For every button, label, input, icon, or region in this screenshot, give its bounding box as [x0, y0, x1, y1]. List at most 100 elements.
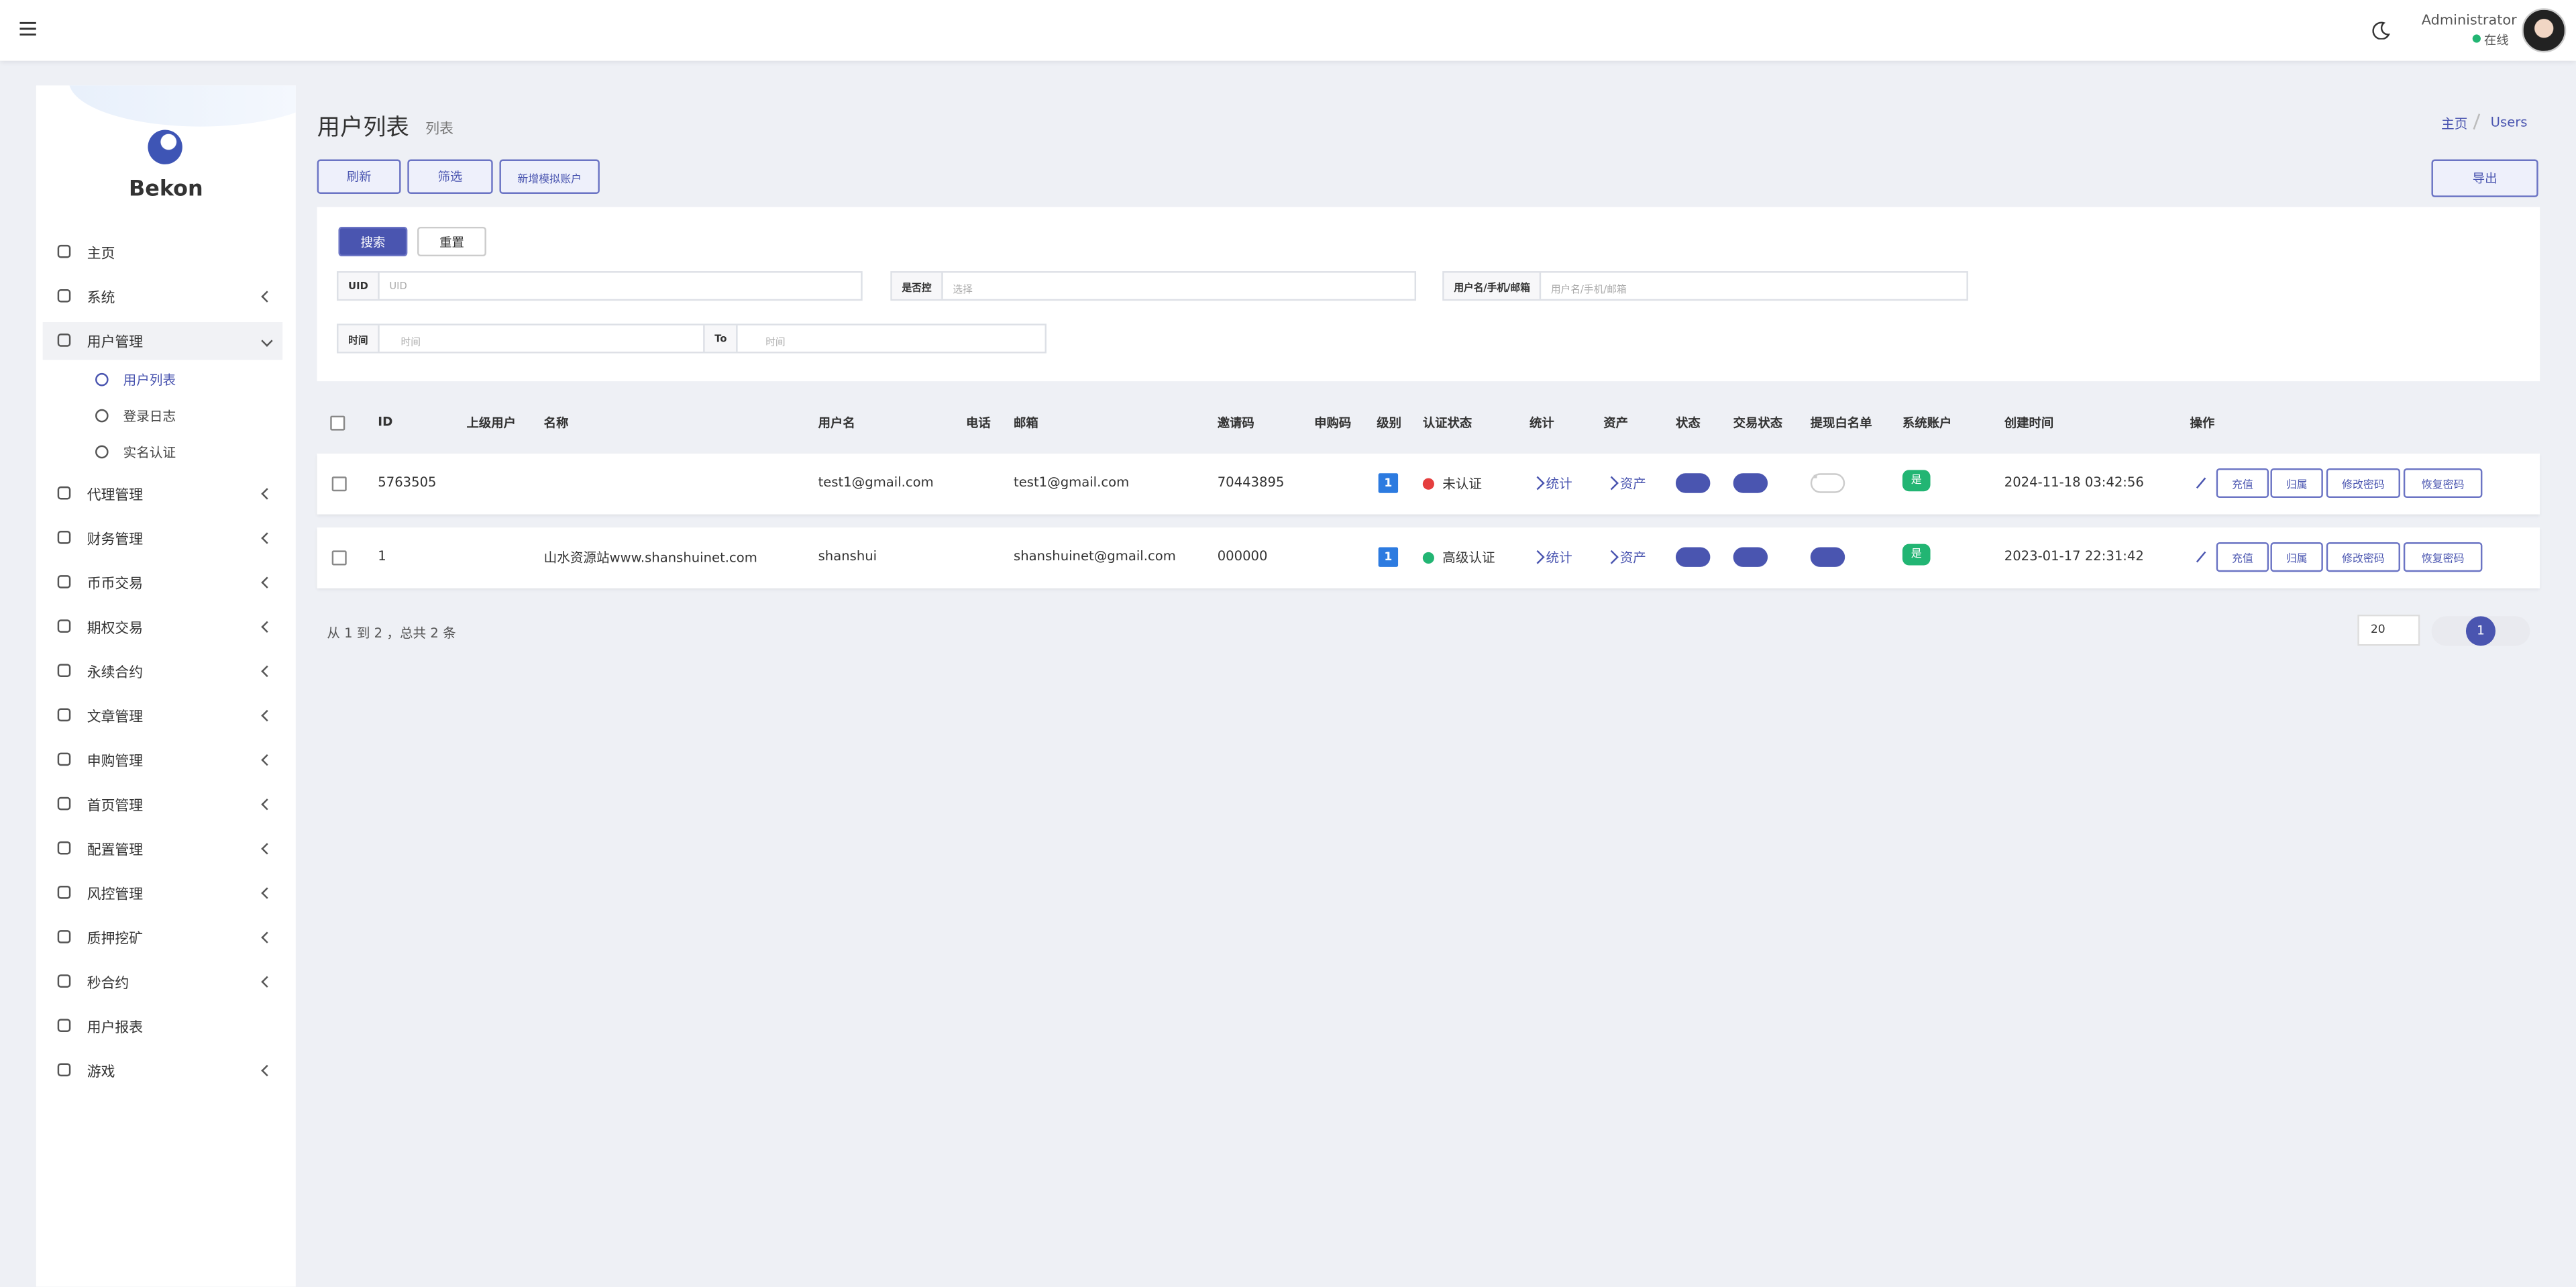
filter-input[interactable]: 是否控 选择: [890, 271, 1417, 301]
pagination-summary: 从 1 到 2 ，总共 2 条: [327, 626, 456, 641]
cell-stat[interactable]: 统计: [1546, 476, 1572, 492]
toggle-whitelist[interactable]: [1810, 473, 1845, 493]
menu-item[interactable]: 秒合约: [87, 976, 129, 993]
menu-item[interactable]: 用户报表: [87, 1020, 144, 1037]
menu-item[interactable]: 系统: [87, 291, 115, 307]
row-checkbox[interactable]: [331, 550, 347, 566]
column-header[interactable]: ID: [378, 414, 393, 429]
row-action[interactable]: 归属: [2270, 468, 2323, 499]
row-action[interactable]: 恢复密码: [2403, 468, 2483, 499]
toggle-status[interactable]: [1675, 473, 1711, 493]
column-header[interactable]: 提现白名单: [1810, 415, 1872, 431]
cell-stat[interactable]: 统计: [1546, 550, 1572, 566]
column-header[interactable]: 创建时间: [2004, 415, 2054, 431]
submenu-dot: [95, 445, 109, 459]
cell-system: 是: [1902, 470, 1931, 492]
menu-toggle[interactable]: [19, 21, 36, 36]
row-action[interactable]: 恢复密码: [2403, 542, 2483, 572]
submenu-item[interactable]: 登录日志: [123, 409, 176, 424]
page-current[interactable]: 1: [2465, 616, 2496, 646]
cell-id: 1: [378, 548, 386, 564]
menu-item[interactable]: 文章管理: [87, 709, 144, 727]
user-name[interactable]: Administrator: [2421, 13, 2517, 30]
filter-input[interactable]: UID UID: [337, 271, 863, 301]
menu-icon: [57, 531, 71, 544]
auth-dot: [1422, 552, 1434, 564]
toggle-trade[interactable]: [1733, 547, 1768, 567]
column-header[interactable]: 邀请码: [1217, 415, 1254, 431]
user-status: 在线: [2483, 32, 2509, 48]
row-action[interactable]: 充值: [2216, 468, 2269, 499]
reset-button[interactable]: 重置: [417, 226, 486, 257]
menu-item[interactable]: 配置管理: [87, 843, 144, 860]
column-header[interactable]: 统计: [1529, 415, 1554, 431]
cell-asset[interactable]: 资产: [1619, 476, 1646, 492]
cell-invite: 70443895: [1217, 474, 1285, 490]
menu-item[interactable]: 质押挖矿: [87, 931, 144, 949]
submenu-item[interactable]: 实名认证: [123, 445, 176, 460]
row-action[interactable]: 充值: [2216, 542, 2269, 572]
column-header[interactable]: 用户名: [818, 415, 855, 431]
avatar[interactable]: [2522, 8, 2567, 53]
auth-dot: [1422, 478, 1434, 490]
page-size[interactable]: 20: [2357, 614, 2420, 646]
toggle-status[interactable]: [1675, 547, 1711, 567]
cell-system: 是: [1902, 544, 1931, 566]
row-checkbox[interactable]: [331, 476, 347, 492]
column-header[interactable]: 资产: [1603, 415, 1628, 431]
cell-email: test1@gmail.com: [1014, 474, 1130, 490]
export-button[interactable]: 导出: [2431, 159, 2538, 197]
breadcrumb-current: Users: [2490, 115, 2528, 130]
row-action[interactable]: 修改密码: [2326, 542, 2400, 572]
menu-item[interactable]: 主页: [87, 246, 115, 263]
menu-icon: [57, 974, 71, 988]
filter-label: UID: [338, 272, 380, 299]
breadcrumb-sep: [2473, 113, 2481, 130]
time-input[interactable]: 时间 时间 To 时间: [337, 323, 1047, 354]
column-header[interactable]: 名称: [543, 415, 569, 431]
column-header[interactable]: 级别: [1377, 415, 1401, 431]
toolbar-button[interactable]: 筛选: [407, 159, 493, 194]
column-header[interactable]: 交易状态: [1733, 415, 1783, 431]
filter-placeholder: 选择: [953, 284, 973, 296]
column-header[interactable]: 申购码: [1314, 415, 1352, 431]
cell-id: 5763505: [378, 474, 437, 490]
menu-item[interactable]: 游戏: [87, 1064, 115, 1082]
menu-item[interactable]: 期权交易: [87, 621, 144, 638]
menu-icon: [57, 796, 71, 811]
row-action[interactable]: 修改密码: [2326, 468, 2400, 499]
menu-item[interactable]: 首页管理: [87, 799, 144, 815]
column-header[interactable]: 操作: [2190, 415, 2215, 431]
menu-icon: [57, 486, 71, 500]
row-action[interactable]: 归属: [2270, 542, 2323, 572]
select-all[interactable]: [330, 415, 345, 431]
toolbar-button[interactable]: 新增模拟账户: [499, 159, 600, 194]
cell-asset[interactable]: 资产: [1619, 550, 1646, 566]
breadcrumb-home[interactable]: 主页: [2441, 116, 2468, 132]
filter-placeholder: 用户名/手机/邮箱: [1550, 284, 1627, 296]
menu-item[interactable]: 用户管理: [87, 335, 144, 352]
menu-item[interactable]: 申购管理: [87, 754, 144, 771]
column-header[interactable]: 系统账户: [1902, 415, 1952, 431]
column-header[interactable]: 电话: [966, 415, 991, 431]
menu-item[interactable]: 永续合约: [87, 665, 144, 682]
filter-input[interactable]: 用户名/手机/邮箱 用户名/手机/邮箱: [1442, 271, 1968, 301]
submenu-item[interactable]: 用户列表: [123, 372, 176, 388]
column-header[interactable]: 状态: [1675, 415, 1701, 431]
menu-item[interactable]: 代理管理: [87, 488, 144, 505]
toggle-whitelist[interactable]: [1810, 547, 1845, 567]
menu-icon: [57, 930, 71, 943]
menu-item[interactable]: 币币交易: [87, 576, 144, 594]
toggle-trade[interactable]: [1733, 473, 1768, 493]
column-header[interactable]: 认证状态: [1422, 415, 1472, 431]
theme-toggle[interactable]: [2372, 21, 2390, 40]
filter-label: 用户名/手机/邮箱: [1444, 272, 1542, 299]
column-header[interactable]: 邮箱: [1014, 415, 1038, 431]
menu-item[interactable]: 风控管理: [87, 887, 144, 904]
column-header[interactable]: 上级用户: [466, 415, 516, 431]
toolbar-button[interactable]: 刷新: [317, 159, 401, 194]
search-button[interactable]: 搜索: [338, 226, 408, 257]
menu-item[interactable]: 财务管理: [87, 532, 144, 549]
